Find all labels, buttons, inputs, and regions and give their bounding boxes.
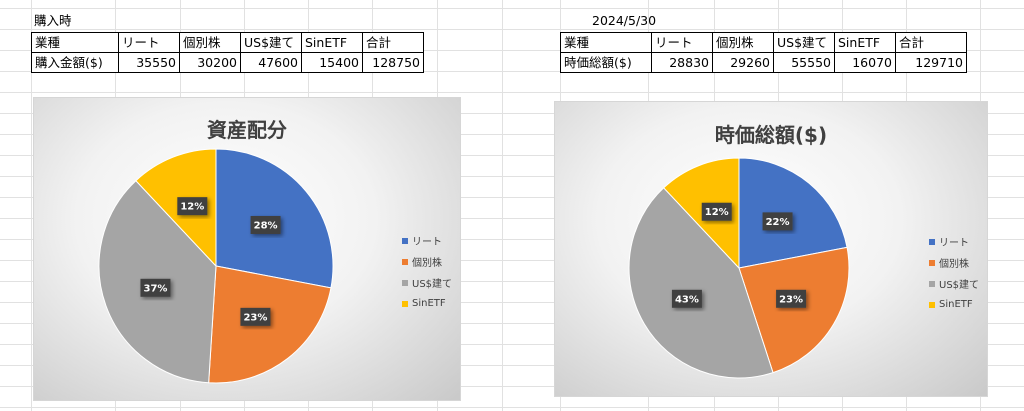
- chart-title: 資産配分: [207, 118, 287, 142]
- data-label-text: 22%: [766, 217, 790, 228]
- legend-label: 個別株: [412, 258, 442, 269]
- legend-item: 個別株: [402, 251, 452, 272]
- date-caption[interactable]: 2024/5/30: [592, 13, 657, 28]
- chart-legend: リート 個別株 US$建て SinETF: [929, 231, 979, 315]
- pie-plot-area: 22% 23% 43% 12%: [628, 157, 850, 379]
- value-row-label-cell[interactable]: 時価総額($): [560, 52, 652, 73]
- chart-legend: リート 個別株 US$建て SinETF: [402, 230, 452, 314]
- legend-label: SinETF: [412, 298, 446, 309]
- pie-slice[interactable]: [135, 148, 217, 268]
- chart-title: 時価総額($): [714, 123, 828, 147]
- purchase-header-cell[interactable]: US$建て: [240, 32, 302, 53]
- data-label-box: [762, 212, 793, 231]
- legend-swatch: [402, 300, 408, 307]
- purchase-header-cell[interactable]: 合計: [362, 32, 424, 53]
- value-header-cell[interactable]: US$建て: [773, 32, 835, 53]
- purchase-value-cell[interactable]: 47600: [240, 52, 302, 73]
- value-value-cell[interactable]: 28830: [651, 52, 713, 73]
- legend-item: リート: [929, 231, 979, 252]
- purchase-value-cell[interactable]: 30200: [179, 52, 241, 73]
- pie-plot-area: 28% 23% 37% 12%: [98, 148, 334, 384]
- legend-label: 個別株: [939, 259, 969, 270]
- purchase-header-cell[interactable]: 業種: [31, 32, 119, 53]
- legend-swatch: [929, 259, 935, 266]
- data-label-text: 23%: [243, 312, 267, 323]
- value-header-cell[interactable]: 業種: [560, 32, 652, 53]
- purchase-header-cell[interactable]: 個別株: [179, 32, 241, 53]
- value-total-cell[interactable]: 129710: [895, 52, 967, 73]
- data-label-text: 12%: [705, 207, 729, 218]
- purchase-table: 業種 リート 個別株 US$建て SinETF 合計 購入金額($) 35550…: [31, 32, 424, 73]
- pie-slice[interactable]: [662, 157, 740, 270]
- data-label: 28%: [250, 215, 281, 234]
- legend-swatch: [402, 237, 408, 244]
- purchase-value-cell[interactable]: 15400: [301, 52, 363, 73]
- data-label: 23%: [776, 289, 807, 308]
- legend-item: リート: [402, 230, 452, 251]
- market-value-chart[interactable]: 時価総額($) 22% 23% 43% 12% リート 個別株 US$建て SinET…: [554, 101, 988, 397]
- data-label-box: [240, 307, 271, 326]
- value-table-data-row: 時価総額($) 28830 29260 55550 16070 129710: [560, 52, 967, 73]
- legend-label: リート: [939, 238, 969, 249]
- value-table-header-row: 業種 リート 個別株 US$建て SinETF 合計: [560, 32, 967, 53]
- legend-item: 個別株: [929, 252, 979, 273]
- purchase-table-data-row: 購入金額($) 35550 30200 47600 15400 128750: [31, 52, 424, 73]
- legend-item: US$建て: [402, 272, 452, 293]
- value-header-cell[interactable]: SinETF: [834, 32, 896, 53]
- pie-slice[interactable]: [628, 187, 774, 379]
- purchase-value-cell[interactable]: 35550: [118, 52, 180, 73]
- data-label: 12%: [701, 202, 732, 221]
- data-label-box: [250, 215, 281, 234]
- legend-swatch: [929, 280, 935, 287]
- value-header-cell[interactable]: 合計: [895, 32, 967, 53]
- value-table: 業種 リート 個別株 US$建て SinETF 合計 時価総額($) 28830…: [560, 32, 967, 73]
- data-label-box: [776, 289, 807, 308]
- value-value-cell[interactable]: 16070: [834, 52, 896, 73]
- purchase-total-cell[interactable]: 128750: [362, 52, 424, 73]
- purchase-header-cell[interactable]: リート: [118, 32, 180, 53]
- data-label-text: 43%: [675, 294, 699, 305]
- legend-swatch: [929, 238, 935, 245]
- legend-label: SinETF: [939, 299, 973, 310]
- purchase-table-header-row: 業種 リート 個別株 US$建て SinETF 合計: [31, 32, 424, 53]
- legend-label: リート: [412, 237, 442, 248]
- purchase-header-cell[interactable]: SinETF: [301, 32, 363, 53]
- purchase-row-label-cell[interactable]: 購入金額($): [31, 52, 119, 73]
- pie-slice[interactable]: [738, 157, 848, 269]
- data-label-text: 28%: [254, 220, 278, 231]
- legend-item: SinETF: [402, 293, 452, 314]
- pie-slice[interactable]: [738, 246, 850, 374]
- data-label-text: 12%: [180, 202, 204, 213]
- data-label-box: [140, 278, 171, 297]
- data-label: 12%: [177, 197, 208, 216]
- legend-item: SinETF: [929, 294, 979, 315]
- data-label-text: 23%: [779, 294, 803, 305]
- data-label-box: [701, 202, 732, 221]
- data-label: 37%: [140, 278, 171, 297]
- data-label-box: [671, 289, 702, 308]
- value-value-cell[interactable]: 55550: [773, 52, 835, 73]
- legend-label: US$建て: [939, 280, 980, 291]
- data-label: 23%: [240, 307, 271, 326]
- data-label: 43%: [671, 289, 702, 308]
- purchase-caption[interactable]: 購入時: [34, 13, 72, 28]
- legend-swatch: [402, 279, 408, 286]
- asset-allocation-chart[interactable]: 資産配分 28% 23% 37% 12% リート 個別株 US$建て SinETF: [33, 97, 461, 401]
- legend-swatch: [929, 301, 935, 308]
- value-header-cell[interactable]: 個別株: [712, 32, 774, 53]
- data-label-text: 37%: [143, 283, 167, 294]
- data-label: 22%: [762, 212, 793, 231]
- legend-label: US$建て: [412, 279, 453, 290]
- value-value-cell[interactable]: 29260: [712, 52, 774, 73]
- legend-swatch: [402, 258, 408, 265]
- value-header-cell[interactable]: リート: [651, 32, 713, 53]
- legend-item: US$建て: [929, 273, 979, 294]
- data-label-box: [177, 197, 208, 216]
